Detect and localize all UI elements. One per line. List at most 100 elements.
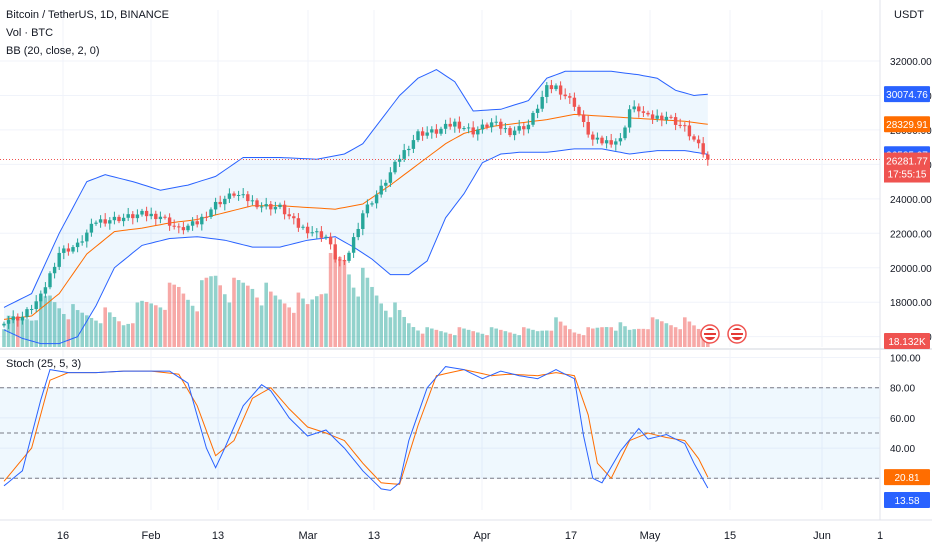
candle-body	[420, 131, 425, 136]
candle-body	[121, 217, 126, 222]
volume-bar	[650, 317, 655, 347]
volume-bar	[319, 294, 324, 347]
candle-body	[512, 130, 517, 136]
volume-bar	[223, 294, 227, 347]
volume-bar	[577, 333, 581, 347]
candle-body	[641, 111, 646, 113]
volume-bar	[540, 330, 544, 347]
candle-body	[411, 140, 416, 149]
candle-body	[526, 124, 531, 130]
price-tick-label: 32000.00	[890, 57, 932, 68]
volume-bar	[181, 293, 186, 347]
candle-body	[374, 194, 379, 204]
volume-bar	[52, 302, 57, 347]
volume-bar	[98, 323, 103, 347]
volume-bar	[195, 311, 199, 347]
symbol-legend[interactable]: Bitcoin / TetherUS, 1D, BINANCE	[6, 9, 170, 21]
candle-body	[545, 85, 549, 97]
bb-lower-line	[3, 148, 708, 345]
volume-bar	[618, 322, 623, 347]
candle-body	[356, 228, 360, 238]
candle-body	[103, 219, 107, 224]
stoch-tick-label: 40.00	[890, 444, 915, 455]
candle-body	[568, 96, 572, 98]
volume-bar	[273, 295, 278, 347]
time-tick-label: 15	[724, 530, 736, 542]
candle-body	[126, 214, 130, 218]
candle-body	[144, 210, 149, 217]
candle-body	[581, 114, 586, 122]
candle-body	[204, 216, 209, 218]
volume-bar	[43, 296, 48, 347]
candle-body	[365, 204, 370, 214]
volume-bar	[25, 319, 29, 347]
volume-bar	[632, 329, 636, 347]
candle-body	[163, 216, 167, 218]
candle-body	[448, 123, 452, 127]
volume-bar	[117, 321, 121, 347]
candle-body	[172, 225, 176, 227]
candle-body	[71, 247, 75, 252]
volume-bar	[637, 328, 641, 347]
volume-bar	[149, 303, 153, 347]
time-tick-label: 16	[57, 530, 69, 542]
volume-bar	[250, 288, 255, 347]
stoch-d-value: 20.81	[894, 473, 919, 484]
volume-bar	[430, 328, 434, 347]
volume-bar	[558, 321, 563, 347]
bb-legend[interactable]: BB (20, close, 2, 0)	[6, 45, 100, 57]
candle-body	[98, 219, 103, 223]
time-tick-label: Feb	[142, 530, 161, 542]
volume-legend[interactable]: Vol · BTC	[6, 27, 54, 39]
candle-body	[57, 252, 61, 267]
volume-bar	[384, 310, 388, 347]
candle-body	[517, 126, 521, 131]
candle-body	[213, 201, 218, 210]
candle-body	[269, 204, 273, 210]
volume-bar	[379, 303, 383, 347]
volume-bar	[131, 323, 135, 347]
price-tick-label: 18000.00	[890, 298, 932, 309]
candle-body	[246, 194, 250, 202]
candle-body	[241, 194, 245, 196]
stoch-k-value: 13.58	[894, 496, 919, 507]
volume-bar	[623, 326, 627, 347]
candle-body	[637, 106, 641, 112]
candle-body	[255, 200, 259, 208]
countdown-value: 17:55:15	[888, 170, 927, 181]
volume-bar	[269, 291, 273, 347]
candle-body	[273, 207, 278, 210]
candle-body	[94, 222, 98, 224]
candle-body	[595, 137, 600, 140]
price-tick-label: 22000.00	[890, 229, 932, 240]
candle-body	[563, 94, 567, 97]
candle-body	[328, 236, 333, 245]
volume-bar	[16, 316, 20, 347]
volume-value: 18.132K	[888, 337, 926, 348]
volume-bar	[370, 286, 374, 347]
candle-body	[232, 193, 236, 196]
candle-body	[453, 121, 457, 127]
volume-bar	[57, 308, 61, 347]
volume-bar	[347, 274, 351, 347]
volume-bar	[627, 329, 632, 347]
volume-bar	[278, 299, 282, 347]
volume-bar	[374, 295, 379, 347]
time-tick-label: Apr	[473, 530, 490, 542]
volume-bar	[338, 256, 342, 347]
candle-body	[614, 141, 618, 145]
volume-bar	[108, 312, 112, 347]
candle-body	[384, 182, 388, 186]
volume-bar	[218, 285, 222, 347]
time-tick-label: Mar	[299, 530, 318, 542]
volume-bar	[66, 319, 71, 347]
volume-bar	[186, 299, 190, 347]
stoch-legend[interactable]: Stoch (25, 5, 3)	[6, 358, 82, 370]
volume-bar	[71, 304, 75, 347]
volume-bar	[172, 284, 176, 347]
candle-body	[301, 226, 305, 228]
volume-bar	[39, 297, 43, 347]
candle-body	[462, 128, 466, 130]
volume-bar	[296, 292, 301, 347]
